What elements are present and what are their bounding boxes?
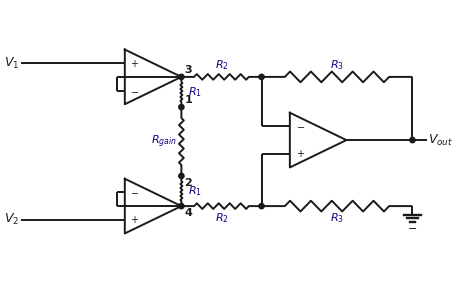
Text: 3: 3 [184, 65, 192, 75]
Text: $+$: $+$ [130, 214, 139, 225]
Circle shape [179, 104, 184, 110]
Text: $+$: $+$ [296, 148, 304, 159]
Text: $-$: $-$ [407, 222, 418, 232]
Text: $R_2$: $R_2$ [214, 58, 228, 72]
Text: $R_2$: $R_2$ [214, 211, 228, 225]
Circle shape [259, 203, 264, 209]
Circle shape [179, 203, 184, 209]
Text: $R_3$: $R_3$ [330, 211, 344, 225]
Text: $+$: $+$ [130, 58, 139, 69]
Circle shape [410, 138, 415, 143]
Circle shape [179, 173, 184, 179]
Text: $R_1$: $R_1$ [188, 85, 202, 99]
Text: $V_1$: $V_1$ [4, 56, 19, 71]
Text: $-$: $-$ [296, 121, 305, 131]
Text: 4: 4 [184, 208, 192, 218]
Text: $-$: $-$ [130, 187, 139, 198]
Text: $-$: $-$ [130, 85, 139, 96]
Text: $V_2$: $V_2$ [4, 212, 19, 227]
Text: $R_1$: $R_1$ [188, 184, 202, 198]
Text: $V_{out}$: $V_{out}$ [429, 132, 454, 148]
Circle shape [179, 74, 184, 80]
Text: 2: 2 [184, 178, 192, 188]
Text: $R_{gain}$: $R_{gain}$ [151, 133, 177, 150]
Text: 1: 1 [184, 95, 192, 105]
Text: $R_3$: $R_3$ [330, 58, 344, 72]
Circle shape [259, 74, 264, 80]
